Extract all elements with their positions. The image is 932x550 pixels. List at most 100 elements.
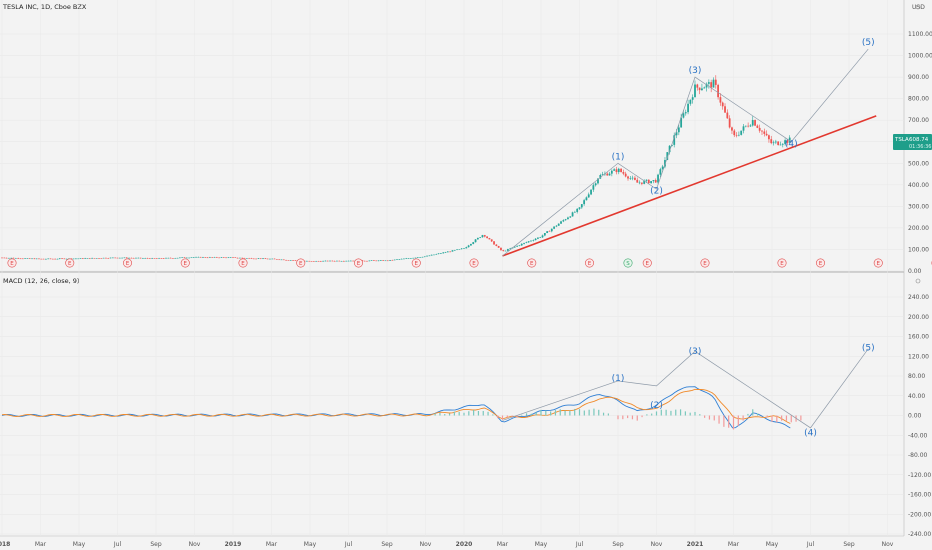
candle-body (449, 251, 452, 253)
candle-body (557, 223, 560, 226)
candle-body (225, 257, 227, 259)
candle-body (271, 258, 274, 260)
axis-settings-icon[interactable] (915, 4, 921, 10)
earnings-marker (777, 258, 787, 268)
wave-label: (3) (689, 66, 702, 76)
earnings-marker (469, 258, 479, 268)
macd-histogram-bar (588, 409, 590, 416)
price-tag: TSLA 608.74 01:36:36 (893, 134, 932, 150)
candle-body (428, 255, 431, 257)
candle-body (98, 258, 100, 259)
candle-body (331, 260, 334, 262)
macd-wave-label: (4) (804, 428, 817, 438)
candle-body (659, 169, 662, 175)
macd-histogram-bar (598, 409, 600, 416)
candle-body (137, 257, 140, 259)
macd-histogram-bar (487, 411, 489, 416)
candle-body (336, 260, 338, 262)
macd-histogram-bar (728, 415, 730, 428)
candle-body (687, 103, 689, 113)
candle-body (109, 257, 112, 259)
candle-body (525, 242, 528, 243)
candle-body (95, 258, 98, 259)
macd-histogram-bar (511, 415, 513, 418)
candle-body (239, 257, 241, 259)
candle-body (391, 260, 394, 261)
macd-histogram-bar (646, 414, 648, 416)
candle-body (375, 260, 378, 262)
candle-body (696, 84, 699, 88)
macd-settings-icon[interactable] (915, 278, 921, 284)
candle-body (329, 260, 331, 262)
macd-histogram-bar (564, 410, 566, 416)
earnings-marker (123, 258, 133, 268)
macd-histogram-bar (694, 411, 696, 416)
macd-histogram-bar (800, 415, 802, 421)
candle-body (10, 257, 13, 259)
candle-body (474, 239, 477, 243)
macd-histogram-bar (501, 415, 504, 420)
earnings-marker-label: E (472, 261, 476, 267)
price-tick-label: 200.00 (908, 225, 929, 232)
candle-body (114, 257, 117, 259)
candle-body (617, 168, 620, 173)
candle-body (72, 258, 75, 260)
candle-body (532, 240, 535, 241)
macd-histogram-bar (516, 415, 518, 418)
candle-body (610, 170, 613, 174)
candle-body (744, 125, 747, 127)
candle-body (666, 152, 669, 161)
macd-wave-label: (5) (862, 343, 875, 353)
time-tick-label: Sep (612, 541, 624, 548)
earnings-marker-label: E (780, 261, 784, 267)
candle-body (433, 254, 435, 256)
candle-body (403, 258, 405, 260)
candle-body (470, 243, 472, 246)
candle-body (613, 169, 616, 171)
candle-body (650, 181, 653, 184)
candle-body (573, 211, 576, 213)
candle-body (342, 261, 345, 262)
macd-histogram-bar (506, 415, 508, 418)
candle-body (636, 179, 639, 183)
candle-body (333, 260, 336, 262)
candle-body (44, 258, 47, 260)
candle-body (211, 257, 214, 258)
candle-body (248, 258, 251, 259)
earnings-marker-label: E (10, 261, 14, 267)
candle-body (530, 240, 532, 242)
price-tick-label: 400.00 (908, 182, 929, 189)
macd-tick-label: 200.00 (908, 314, 929, 321)
macd-histogram-bar (660, 409, 662, 416)
earnings-marker-label: E (299, 261, 303, 267)
split-marker (623, 258, 633, 268)
earnings-marker (296, 258, 306, 268)
candle-body (560, 221, 562, 224)
candle-body (691, 97, 694, 100)
macd-histogram-bar (631, 415, 634, 420)
candle-body (312, 261, 315, 262)
earnings-marker (700, 258, 710, 268)
candle-body (712, 79, 715, 88)
candle-body (717, 84, 719, 98)
macd-histogram-bar (525, 413, 528, 416)
candle-body (518, 245, 521, 246)
candle-body (12, 257, 15, 259)
candle-body (262, 258, 264, 259)
candle-body (735, 135, 738, 136)
candle-body (409, 258, 412, 259)
candle-body (252, 258, 255, 260)
time-tick-label: May (304, 541, 317, 548)
candle-body (788, 137, 791, 143)
currency-label: USD (912, 4, 925, 11)
macd-histogram-bar (554, 410, 557, 416)
candle-body (490, 239, 493, 242)
candle-body (481, 235, 484, 238)
candle-body (21, 258, 24, 260)
trendline (502, 115, 877, 257)
candle-body (259, 258, 262, 259)
wave-label: (5) (862, 38, 875, 48)
candle-body (28, 258, 31, 259)
macd-histogram-bar (742, 415, 744, 421)
